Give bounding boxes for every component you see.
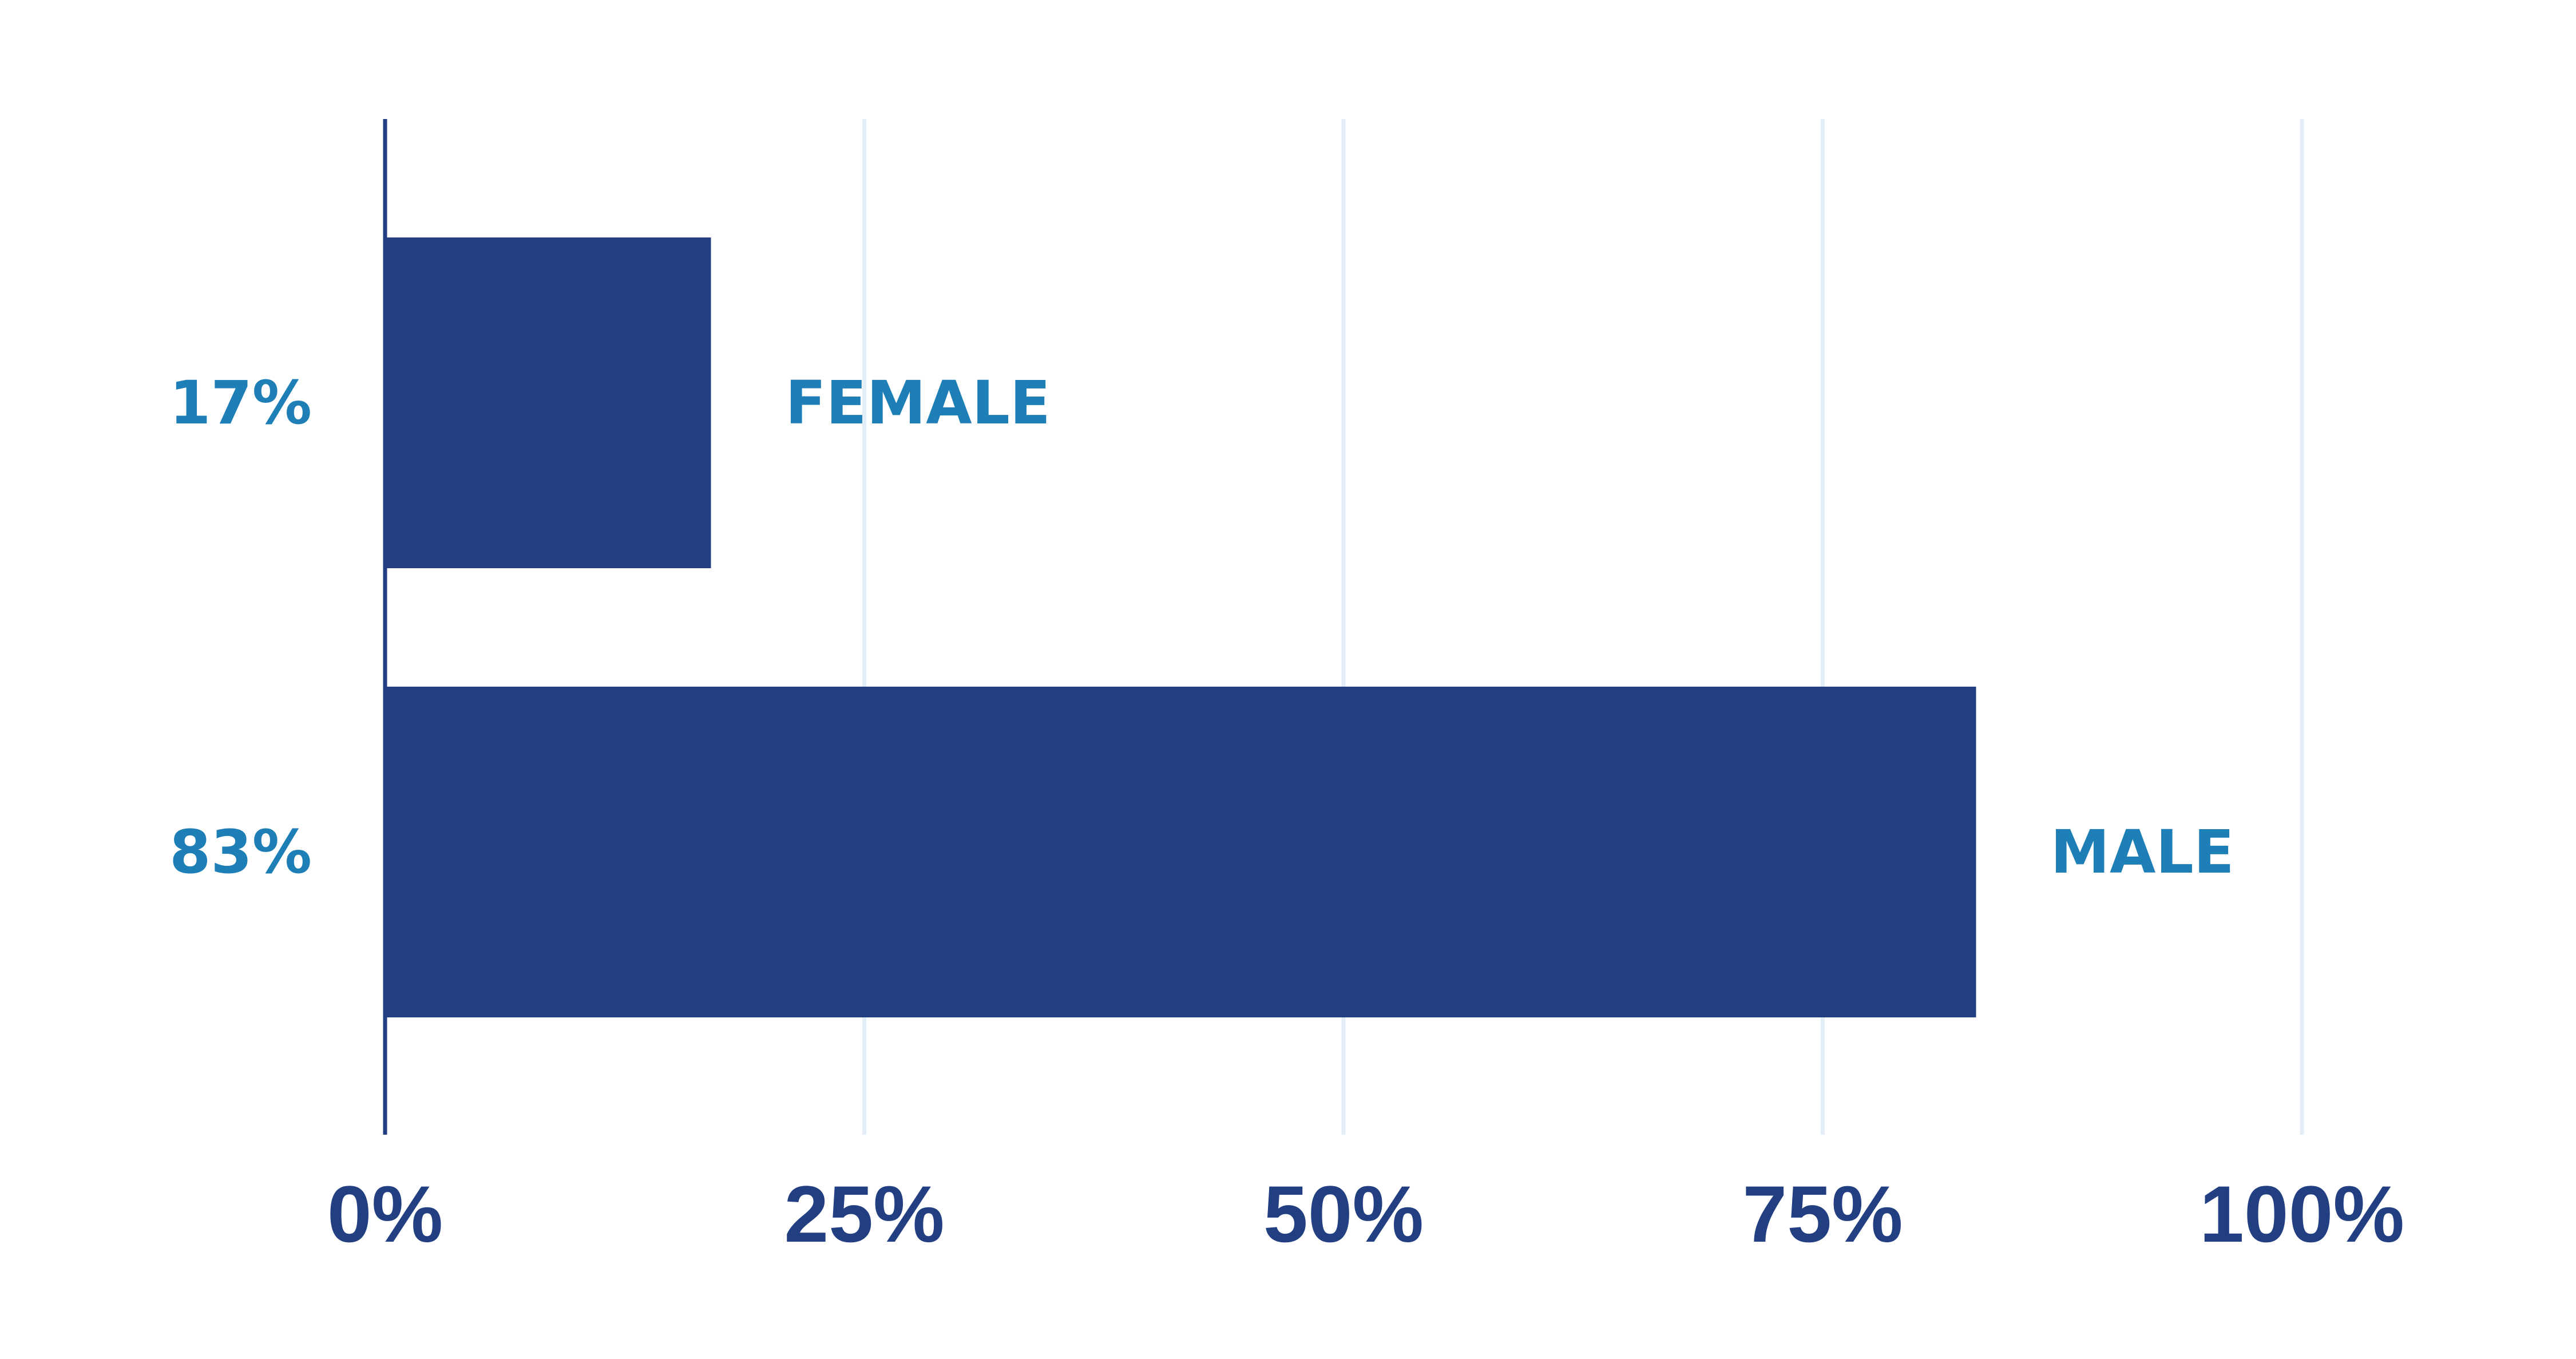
bars <box>385 237 1976 1017</box>
x-tick-label-100: 100% <box>2199 1169 2404 1259</box>
bar-female <box>385 237 711 568</box>
bar-male <box>385 687 1976 1017</box>
x-tick-label-25: 25% <box>784 1169 944 1259</box>
x-tick-label-50: 50% <box>1263 1169 1424 1259</box>
category-label-female: FEMALE <box>786 368 1051 438</box>
labels: 17% FEMALE 83% MALE 0% 25% 50% 75% 100% <box>169 368 2404 1259</box>
x-tick-label-0: 0% <box>327 1169 443 1259</box>
x-tick-label-75: 75% <box>1742 1169 1903 1259</box>
value-label-male: 83% <box>169 817 312 887</box>
value-label-female: 17% <box>169 368 312 438</box>
category-label-male: MALE <box>2051 817 2234 887</box>
